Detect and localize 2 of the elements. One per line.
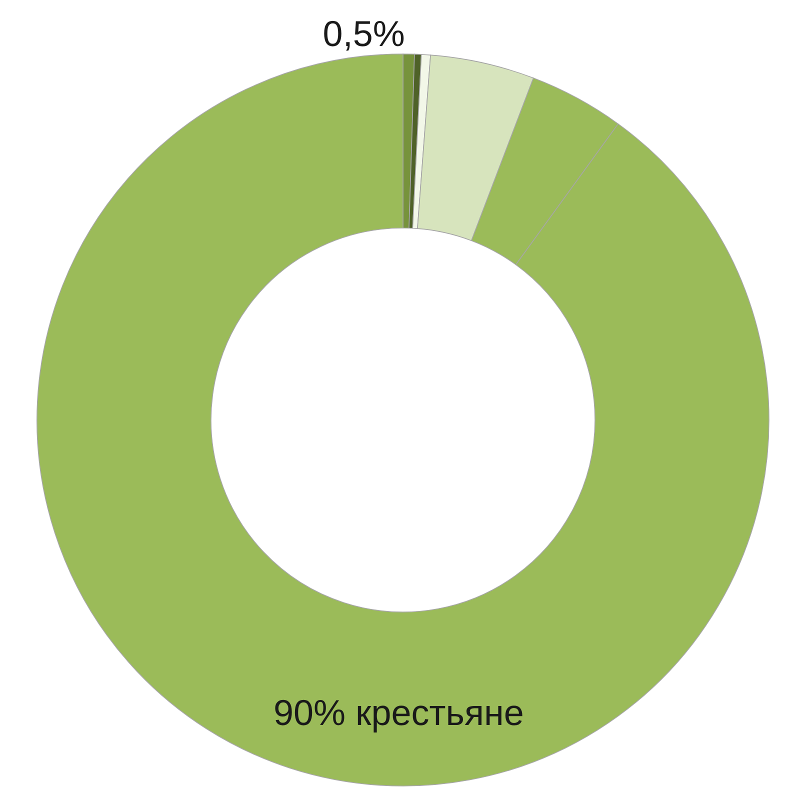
- data-label: 0,5%: [322, 13, 405, 54]
- slice-label: 90% крестьяне: [273, 692, 524, 733]
